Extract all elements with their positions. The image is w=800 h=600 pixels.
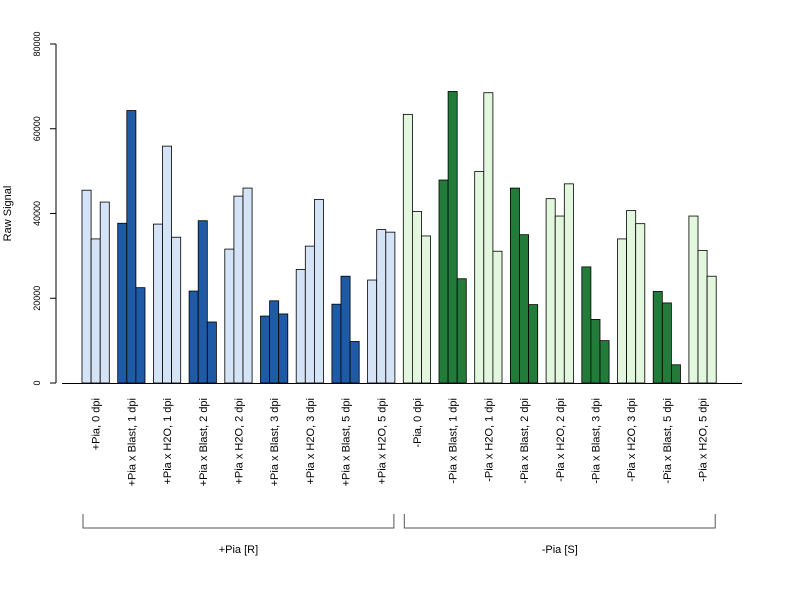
bar: [295, 269, 306, 384]
y-axis: 0 20000 40000 60000 80000: [32, 31, 57, 386]
category-label: -Pia x H2O, 2 dpi: [555, 398, 567, 482]
group-bracket: [403, 514, 716, 529]
bar: [90, 238, 101, 384]
bar: [509, 187, 520, 384]
category-label: +Pia x Blast, 1 dpi: [126, 398, 138, 486]
bar: [162, 145, 173, 384]
bar: [313, 199, 324, 384]
bar: [126, 110, 137, 384]
bar: [402, 113, 413, 384]
bar: [135, 287, 146, 384]
category-label: -Pia x H2O, 3 dpi: [626, 398, 638, 482]
y-axis-title: Raw Signal: [2, 186, 14, 242]
bar: [376, 229, 387, 384]
bar: [81, 189, 92, 384]
group-label: -Pia [S]: [542, 544, 578, 556]
bars: [81, 91, 717, 384]
bar: [590, 319, 601, 384]
bar: [635, 223, 646, 384]
category-label: +Pia x Blast, 3 dpi: [269, 398, 281, 486]
category-label: -Pia x Blast, 3 dpi: [590, 398, 602, 484]
bar: [483, 92, 494, 384]
y-tick-label: 0: [32, 380, 42, 385]
bar: [438, 179, 449, 384]
category-label: -Pia x H2O, 1 dpi: [483, 398, 495, 482]
bar: [456, 278, 467, 384]
bar: [233, 195, 244, 384]
bar: [706, 275, 717, 384]
category-label: +Pia x Blast, 5 dpi: [341, 398, 353, 486]
bar: [563, 183, 574, 384]
bar: [492, 250, 503, 384]
bar: [652, 291, 663, 384]
bar: [411, 210, 422, 384]
bar: [528, 304, 539, 384]
bar: [474, 171, 485, 384]
category-label: -Pia x H2O, 5 dpi: [698, 398, 710, 482]
bar: [349, 341, 360, 384]
group-bracket: [82, 514, 395, 529]
bar: [599, 340, 610, 384]
category-label: -Pia x Blast, 5 dpi: [662, 398, 674, 484]
bar: [304, 245, 315, 384]
bar: [242, 187, 253, 384]
bar: [117, 222, 128, 384]
bar: [224, 248, 235, 384]
bar: [421, 235, 432, 384]
category-label: -Pia x Blast, 1 dpi: [448, 398, 460, 484]
y-tick-label: 40000: [32, 201, 42, 226]
bar: [206, 321, 217, 384]
category-label: +Pia x H2O, 1 dpi: [162, 398, 174, 485]
bar: [340, 275, 351, 384]
bar: [688, 215, 699, 384]
bar: [519, 234, 530, 384]
bar: [545, 198, 556, 384]
category-label: +Pia x H2O, 3 dpi: [305, 398, 317, 485]
bar: [188, 290, 199, 384]
bar: [671, 364, 681, 384]
bar: [278, 313, 289, 384]
bar: [661, 302, 672, 384]
bar: [367, 279, 378, 384]
y-tick-label: 60000: [32, 116, 42, 141]
bar: [331, 303, 342, 384]
category-label: +Pia x Blast, 2 dpi: [198, 398, 210, 486]
bar: [626, 210, 637, 384]
bar: [197, 220, 208, 384]
group-label: +Pia [R]: [219, 544, 258, 556]
bar: [269, 300, 280, 384]
bar: [447, 91, 458, 384]
y-tick-label: 80000: [32, 31, 42, 56]
y-tick-label: 20000: [32, 286, 42, 311]
bar: [554, 215, 565, 384]
bar: [260, 315, 271, 384]
bar: [617, 238, 628, 384]
category-label: +Pia, 0 dpi: [91, 398, 103, 450]
group-brackets: +Pia [R] -Pia [S]: [82, 514, 716, 556]
category-label: -Pia, 0 dpi: [412, 398, 424, 448]
category-label: -Pia x Blast, 2 dpi: [519, 398, 531, 484]
category-label: +Pia x H2O, 5 dpi: [376, 398, 388, 485]
category-labels: +Pia, 0 dpi +Pia x Blast, 1 dpi +Pia x H2O…: [91, 398, 710, 486]
bar: [697, 249, 708, 384]
bar: [581, 266, 592, 384]
bar: [152, 223, 163, 384]
category-label: +Pia x H2O, 2 dpi: [233, 398, 245, 485]
bar: [385, 231, 396, 384]
bar: [171, 236, 182, 384]
bar: [99, 201, 110, 384]
